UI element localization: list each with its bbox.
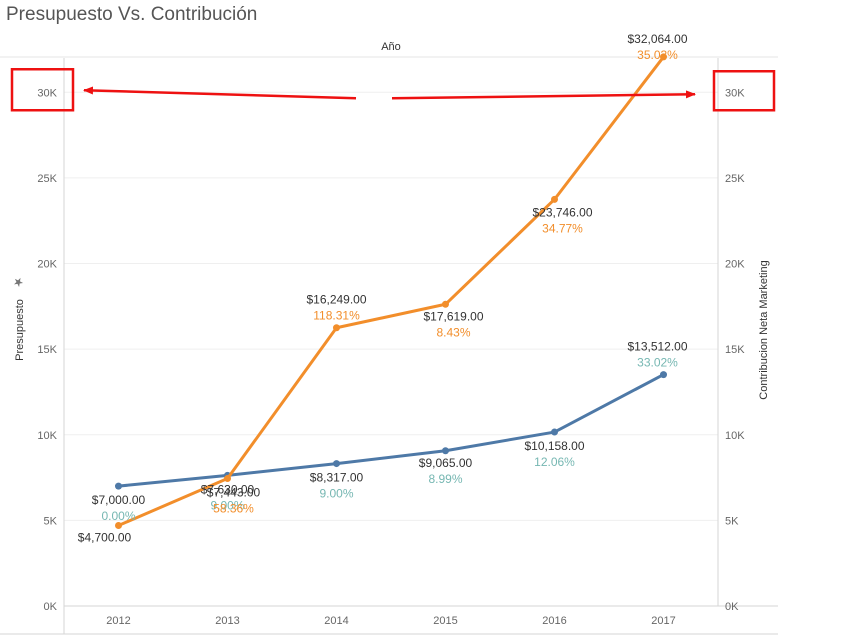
left-tick-label: 15K [37,344,57,356]
data-point-0 [115,482,122,490]
left-tick-label: 0K [44,601,58,613]
right-tick-label: 30K [725,87,745,99]
x-tick-label: 2014 [324,615,348,627]
data-point-1 [442,300,449,308]
right-tick-label: 10K [725,430,745,442]
data-point-1 [224,475,231,483]
left-tick-label: 20K [37,259,57,271]
left-tick-label: 10K [37,430,57,442]
data-point-1 [551,195,558,203]
data-label-value: $13,512.00 [627,340,687,354]
data-label-pct: 9.00% [319,487,353,501]
right-tick-label: 5K [725,515,739,527]
pin-icon: ★ [9,273,27,291]
data-point-0 [660,371,667,379]
data-label-value: $9,065.00 [419,456,473,470]
x-tick-label: 2015 [433,615,457,627]
x-tick-label: 2016 [542,615,566,627]
highlight-box-left [10,68,75,112]
series-line-0 [118,373,665,488]
arrow-right [391,90,696,100]
right-tick-label: 25K [725,173,745,185]
data-label-value: $32,064.00 [627,32,687,46]
column-header: Año [381,41,401,53]
arrow-left [83,86,357,100]
data-label-pct: 58.36% [213,502,254,516]
data-label-value: $23,746.00 [532,205,592,219]
left-tick-label: 25K [37,173,57,185]
left-axis-title: Presupuesto [14,299,26,361]
data-label-pct: 34.77% [542,221,583,235]
right-axis-title: Contribucion Neta Marketing [758,260,770,399]
data-label-pct: 8.99% [428,472,462,486]
data-label-value: $7,000.00 [92,493,146,507]
series-line-1 [117,55,665,527]
data-point-1 [115,522,122,530]
data-label-value: $17,619.00 [423,309,483,323]
data-label-value: $7,443.00 [207,486,261,500]
highlight-box-right [712,70,776,112]
data-label-value: $7,630.00 [201,482,255,496]
right-tick-label: 20K [725,259,745,271]
right-tick-label: 15K [725,344,745,356]
data-label-pct: 35.03% [637,48,678,62]
data-point-0 [551,428,558,436]
x-tick-label: 2012 [106,615,130,627]
x-tick-label: 2017 [651,615,675,627]
data-point-0 [333,460,340,468]
data-point-1 [333,324,340,332]
data-label-value: $4,700.00 [78,531,132,545]
x-tick-label: 2013 [215,615,239,627]
data-point-0 [442,447,449,455]
data-label-value: $16,249.00 [306,293,366,307]
data-label-pct: 8.43% [436,325,470,339]
chart-title: Presupuesto Vs. Contribución [6,4,258,25]
data-label-value: $8,317.00 [310,471,364,485]
data-label-value: $10,158.00 [524,439,584,453]
data-label-pct: 118.31% [313,309,360,323]
right-tick-label: 0K [725,601,739,613]
data-label-pct: 0.00% [101,509,135,523]
data-label-pct: 12.06% [534,455,575,469]
data-point-1 [660,53,667,61]
left-tick-label: 5K [44,515,58,527]
data-label-pct: 9.00% [210,498,244,512]
data-label-pct: 33.02% [637,356,678,370]
left-tick-label: 30K [37,87,57,99]
